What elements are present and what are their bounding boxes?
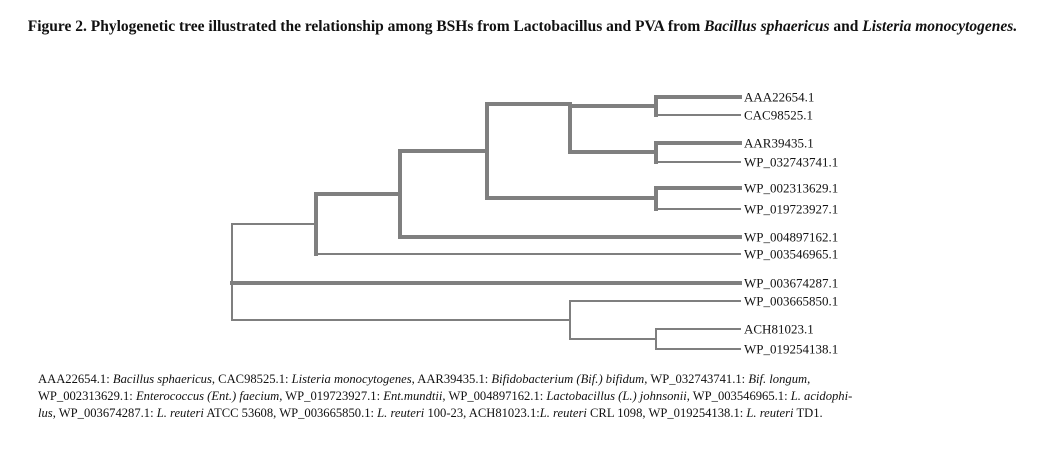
leaf-label: WP_003546965.1 <box>744 247 838 262</box>
caption-segment: AAA22654.1: <box>38 372 113 386</box>
leaf-label: WP_019254138.1 <box>744 342 838 357</box>
leaf-label: WP_032743741.1 <box>744 155 838 170</box>
title-part: and <box>829 18 863 35</box>
caption-segment: Bifidobacterium (Bif.) bifidum <box>491 372 645 386</box>
caption-line: AAA22654.1: Bacillus sphaericus, CAC9852… <box>38 371 1006 388</box>
caption-segment: , WP_019723927.1: <box>279 389 384 403</box>
leaf-label: ACH81023.1 <box>744 322 814 337</box>
caption-segment: , WP_003546965.1: <box>686 389 791 403</box>
caption-segment: , WP_032743741.1: <box>644 372 749 386</box>
leaf-label: AAR39435.1 <box>744 136 814 151</box>
caption-segment: , AAR39435.1: <box>411 372 492 386</box>
caption-segment: WP_002313629.1: <box>38 389 136 403</box>
title-part: Listeria monocytogenes. <box>862 18 1018 35</box>
caption-segment: L. reuteri <box>156 406 204 420</box>
caption-segment: Bif. longum <box>748 372 808 386</box>
figure-title: Figure 2. Phylogenetic tree illustrated … <box>20 14 1025 39</box>
caption-segment: Ent.mundtii <box>383 389 443 403</box>
leaf-label: WP_019723927.1 <box>744 202 838 217</box>
leaf-label: CAC98525.1 <box>744 108 813 123</box>
caption-segment: Lactobacillus (L.) johnsonii <box>546 389 687 403</box>
caption-segment: L. reuteri <box>377 406 425 420</box>
caption-segment: , WP_003674287.1: <box>52 406 157 420</box>
caption-segment: lus <box>38 406 53 420</box>
caption-segment: Listeria monocytogenes <box>291 372 412 386</box>
leaf-label: WP_004897162.1 <box>744 230 838 245</box>
caption-segment: L. reuteri <box>746 406 794 420</box>
caption-segment: , CAC98525.1: <box>211 372 292 386</box>
caption-segment: , WP_004897162.1: <box>442 389 547 403</box>
leaf-label: WP_003674287.1 <box>744 276 838 291</box>
caption-segment: CRL 1098, WP_019254138.1: <box>586 406 747 420</box>
title-part: Bacillus sphaericus <box>704 18 830 35</box>
title-part: Figure 2. Phylogenetic tree illustrated … <box>27 18 705 35</box>
caption-segment: L. reuteri <box>539 406 587 420</box>
caption-segment: Enterococcus (Ent.) faecium <box>135 389 280 403</box>
caption-segment: , <box>807 372 811 386</box>
leaf-label: WP_003665850.1 <box>744 294 838 309</box>
caption-segment: L. acidophi- <box>790 389 853 403</box>
caption-segment: 100-23, ACH81023.1: <box>424 406 540 420</box>
leaf-label: AAA22654.1 <box>744 90 814 105</box>
figure-caption: AAA22654.1: Bacillus sphaericus, CAC9852… <box>38 371 1006 422</box>
caption-line: WP_002313629.1: Enterococcus (Ent.) faec… <box>38 388 1006 405</box>
leaf-label: WP_002313629.1 <box>744 181 838 196</box>
caption-segment: TD1. <box>793 406 823 420</box>
caption-segment: Bacillus sphaericus <box>112 372 212 386</box>
caption-segment: ATCC 53608, WP_003665850.1: <box>203 406 378 420</box>
caption-line: lus, WP_003674287.1: L. reuteri ATCC 536… <box>38 405 1006 422</box>
